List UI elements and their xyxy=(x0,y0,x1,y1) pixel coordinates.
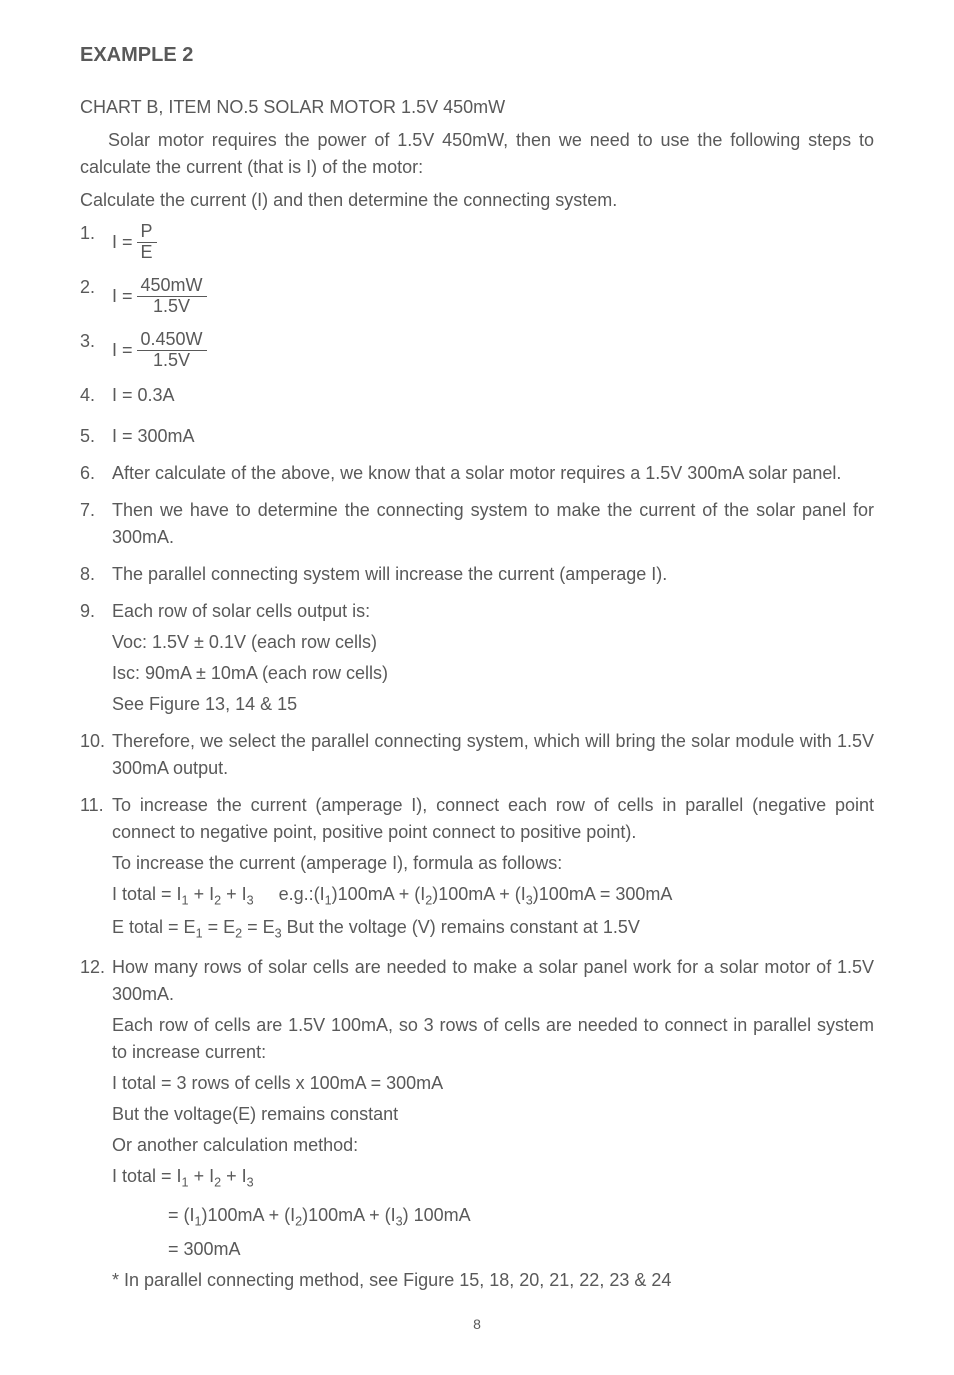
frac-bot: 1.5V xyxy=(149,297,194,317)
fraction: P E xyxy=(137,222,157,263)
step-12-note: * In parallel connecting method, see Fig… xyxy=(80,1267,874,1294)
step-2: 2. I = 450mW 1.5V xyxy=(80,274,874,318)
step-number: 6. xyxy=(80,460,112,487)
eq-prefix: I = xyxy=(112,337,133,364)
step-number: 5. xyxy=(80,423,112,450)
step-number: 9. xyxy=(80,598,112,625)
step-body: How many rows of solar cells are needed … xyxy=(112,954,874,1192)
fraction: 450mW 1.5V xyxy=(137,276,207,317)
step-12-continuation: = (I1)100mA + (I2)100mA + (I3) 100mA = 3… xyxy=(80,1202,874,1262)
step-number: 4. xyxy=(80,382,112,409)
step-4: 4. I = 0.3A xyxy=(80,382,874,409)
step-number: 1. xyxy=(80,220,112,247)
frac-top: 450mW xyxy=(137,276,207,297)
steps-list: 1. I = P E 2. I = 450mW 1.5V 3. I = 0.45… xyxy=(80,220,874,1192)
example-title: EXAMPLE 2 xyxy=(80,40,874,70)
step-body: I = P E xyxy=(112,220,874,264)
step-9-line3: Isc: 90mA ± 10mA (each row cells) xyxy=(112,660,874,687)
step-body: After calculate of the above, we know th… xyxy=(112,460,874,487)
chart-subtitle: CHART B, ITEM NO.5 SOLAR MOTOR 1.5V 450m… xyxy=(80,94,874,121)
step-9-line4: See Figure 13, 14 & 15 xyxy=(112,691,874,718)
step-11-line2: To increase the current (amperage I), fo… xyxy=(112,850,874,877)
step-12: 12. How many rows of solar cells are nee… xyxy=(80,954,874,1192)
step-5: 5. I = 300mA xyxy=(80,423,874,450)
frac-bot: 1.5V xyxy=(149,351,194,371)
step-7: 7. Then we have to determine the connect… xyxy=(80,497,874,551)
step-number: 7. xyxy=(80,497,112,524)
step-body: I = 450mW 1.5V xyxy=(112,274,874,318)
step-12-line6: I total = I1 + I2 + I3 xyxy=(112,1163,874,1192)
eq-prefix: I = xyxy=(112,229,133,256)
intro-text-1: Solar motor requires the power of 1.5V 4… xyxy=(80,127,874,181)
step-body: The parallel connecting system will incr… xyxy=(112,561,874,588)
step-body: I = 0.3A xyxy=(112,382,874,409)
step-body: I = 0.450W 1.5V xyxy=(112,328,874,372)
step-1: 1. I = P E xyxy=(80,220,874,264)
step-9: 9. Each row of solar cells output is: Vo… xyxy=(80,598,874,718)
step-11-line1: To increase the current (amperage I), co… xyxy=(112,792,874,846)
step-3: 3. I = 0.450W 1.5V xyxy=(80,328,874,372)
step-12-line8: = 300mA xyxy=(168,1236,874,1263)
step-12-line5: Or another calculation method: xyxy=(112,1132,874,1159)
frac-bot: E xyxy=(137,243,157,263)
frac-top: 0.450W xyxy=(137,330,207,351)
step-number: 12. xyxy=(80,954,112,981)
step-body: I = 300mA xyxy=(112,423,874,450)
step-12-line4: But the voltage(E) remains constant xyxy=(112,1101,874,1128)
step-body: Therefore, we select the parallel connec… xyxy=(112,728,874,782)
page-number: 8 xyxy=(80,1314,874,1335)
step-body: To increase the current (amperage I), co… xyxy=(112,792,874,944)
intro-text-2: Calculate the current (I) and then deter… xyxy=(80,187,874,214)
step-9-line2: Voc: 1.5V ± 0.1V (each row cells) xyxy=(112,629,874,656)
step-body: Each row of solar cells output is: Voc: … xyxy=(112,598,874,718)
step-number: 2. xyxy=(80,274,112,301)
step-12-line3: I total = 3 rows of cells x 100mA = 300m… xyxy=(112,1070,874,1097)
step-12-line1: How many rows of solar cells are needed … xyxy=(112,954,874,1008)
step-6: 6. After calculate of the above, we know… xyxy=(80,460,874,487)
step-number: 8. xyxy=(80,561,112,588)
frac-top: P xyxy=(137,222,157,243)
step-10: 10. Therefore, we select the parallel co… xyxy=(80,728,874,782)
step-8: 8. The parallel connecting system will i… xyxy=(80,561,874,588)
step-11: 11. To increase the current (amperage I)… xyxy=(80,792,874,944)
step-12-line2: Each row of cells are 1.5V 100mA, so 3 r… xyxy=(112,1012,874,1066)
step-9-line1: Each row of solar cells output is: xyxy=(112,598,874,625)
step-body: Then we have to determine the connecting… xyxy=(112,497,874,551)
step-11-line4: E total = E1 = E2 = E3 But the voltage (… xyxy=(112,914,874,943)
eq-prefix: I = xyxy=(112,283,133,310)
step-number: 10. xyxy=(80,728,112,755)
step-12-line7: = (I1)100mA + (I2)100mA + (I3) 100mA xyxy=(168,1202,874,1231)
step-11-line3: I total = I1 + I2 + I3 e.g.:(I1)100mA + … xyxy=(112,881,874,910)
step-number: 11. xyxy=(80,792,112,819)
fraction: 0.450W 1.5V xyxy=(137,330,207,371)
step-number: 3. xyxy=(80,328,112,355)
